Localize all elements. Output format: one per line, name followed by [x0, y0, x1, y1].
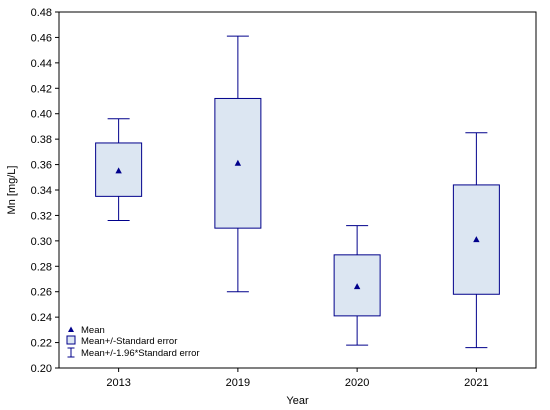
box-2013	[95, 118, 143, 222]
mean-marker	[115, 167, 122, 174]
box-2019	[214, 35, 262, 293]
mean-marker	[353, 283, 361, 290]
y-tick-label: 0.48	[31, 7, 52, 19]
y-tick-label: 0.42	[31, 83, 52, 95]
legend-se-label: Mean+/-Standard error	[81, 336, 177, 347]
y-axis-title: Mn [mg/L]	[6, 166, 18, 215]
legend-se-box	[66, 335, 76, 345]
legend: Mean Mean+/-Standard error Mean+/-1.96*S…	[66, 325, 200, 359]
box-2020	[333, 225, 381, 346]
legend-ci-label: Mean+/-1.96*Standard error	[81, 348, 200, 359]
y-tick-label: 0.34	[31, 185, 52, 197]
y-tick-label: 0.24	[31, 312, 52, 324]
y-tick-label: 0.26	[31, 287, 52, 299]
plot-frame	[58, 11, 537, 369]
mean-marker	[234, 159, 242, 166]
y-axis-ticks: 0.20 0.22 0.24 0.26 0.28 0.30 0.32 0.34 0.36 0.38…	[31, 7, 59, 375]
x-tick-label: 2013	[106, 377, 130, 389]
y-tick-label: 0.44	[31, 58, 52, 70]
x-axis-title: Year	[286, 395, 309, 407]
y-tick-label: 0.22	[31, 338, 52, 350]
y-tick-label: 0.46	[31, 32, 52, 44]
x-tick-label: 2021	[464, 377, 488, 389]
y-tick-label: 0.30	[31, 236, 52, 248]
y-tick-label: 0.36	[31, 160, 52, 172]
legend-mean-label: Mean	[81, 325, 105, 336]
legend-ci-whisker	[67, 347, 75, 358]
legend-mean-marker	[68, 326, 74, 332]
boxes	[95, 35, 500, 349]
box-2021	[452, 132, 500, 349]
mean-marker	[473, 236, 480, 243]
y-tick-label: 0.28	[31, 261, 52, 273]
x-tick-label: 2019	[226, 377, 250, 389]
y-tick-label: 0.40	[31, 109, 52, 121]
y-tick-label: 0.38	[31, 134, 52, 146]
x-axis-ticks: 2013 2019 2020 2021	[106, 368, 489, 389]
x-tick-label: 2020	[345, 377, 369, 389]
y-tick-label: 0.20	[31, 363, 52, 375]
y-tick-label: 0.32	[31, 210, 52, 222]
